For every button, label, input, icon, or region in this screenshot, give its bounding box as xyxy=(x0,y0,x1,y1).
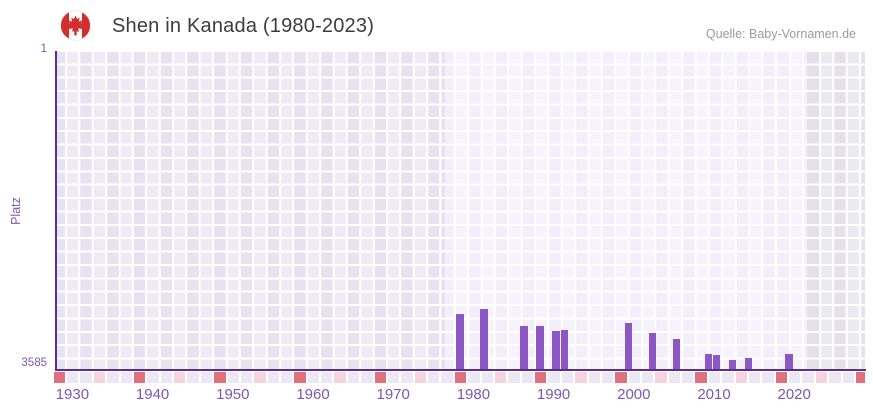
x-tick-label-1950: 1950 xyxy=(216,386,250,403)
x-tick-label-2020: 2020 xyxy=(777,386,811,403)
page-title: Shen in Kanada (1980-2023) xyxy=(112,15,375,37)
strip-cell xyxy=(67,372,79,383)
strip-cell xyxy=(107,372,119,383)
strip-cell xyxy=(80,372,92,383)
bar-1980[interactable] xyxy=(456,313,464,369)
decade-marker-cell xyxy=(454,372,467,383)
strip-cell xyxy=(588,372,600,383)
source-credit: Quelle: Baby-Vornamen.de xyxy=(705,27,856,41)
strip-cell xyxy=(387,372,400,383)
decade-marker-cell xyxy=(615,372,627,383)
decade-marker-cell xyxy=(695,372,707,383)
strip-cell xyxy=(468,372,480,383)
decade-marker-cell xyxy=(855,372,865,383)
strip-cell xyxy=(789,372,801,383)
half-decade-marker-cell xyxy=(735,372,747,383)
strip-cell xyxy=(628,372,640,383)
decade-marker-cell xyxy=(374,372,386,383)
half-decade-marker-cell xyxy=(815,372,828,383)
strip-cell xyxy=(200,372,213,383)
strip-cell xyxy=(120,372,132,383)
y-axis-line xyxy=(55,51,57,371)
decade-marker-cell xyxy=(54,372,66,383)
bar-2012[interactable] xyxy=(712,355,721,369)
strip-cell xyxy=(321,372,333,383)
strip-cell xyxy=(307,372,320,383)
strip-cell xyxy=(601,372,614,383)
strip-cell xyxy=(347,372,360,383)
plot-zone-future xyxy=(807,52,865,369)
bar-2011[interactable] xyxy=(704,354,713,369)
bar-2004[interactable] xyxy=(648,332,657,369)
half-decade-marker-cell xyxy=(93,372,106,383)
strip-cell xyxy=(682,372,694,383)
strip-cell xyxy=(802,372,814,383)
half-decade-marker-cell xyxy=(414,372,427,383)
strip-cell xyxy=(441,372,453,383)
x-tick-label-1970: 1970 xyxy=(376,386,410,403)
strip-cell xyxy=(508,372,520,383)
half-decade-marker-cell xyxy=(334,372,346,383)
canada-flag-icon xyxy=(60,10,91,41)
half-decade-marker-cell xyxy=(254,372,266,383)
y-axis-top-label: 1 xyxy=(40,43,47,55)
strip-cell xyxy=(481,372,493,383)
half-decade-marker-cell xyxy=(655,372,667,383)
x-tick-label-1990: 1990 xyxy=(536,386,571,403)
strip-cell xyxy=(147,372,159,383)
bar-1983[interactable] xyxy=(480,309,488,369)
plot-area xyxy=(57,52,865,369)
decade-marker-cell xyxy=(535,372,547,383)
half-decade-marker-cell xyxy=(575,372,587,383)
bar-1993[interactable] xyxy=(560,329,568,369)
decade-marker-cell xyxy=(214,372,226,383)
strip-cell xyxy=(668,372,681,383)
strip-cell xyxy=(722,372,734,383)
half-decade-marker-cell xyxy=(494,372,507,383)
half-decade-marker-cell xyxy=(174,372,186,383)
bar-2001[interactable] xyxy=(624,322,633,369)
bar-2016[interactable] xyxy=(744,357,753,369)
bar-1992[interactable] xyxy=(552,330,560,369)
strip-cell xyxy=(227,372,239,383)
strip-cell xyxy=(187,372,199,383)
bar-1988[interactable] xyxy=(520,326,528,369)
strip-cell xyxy=(708,372,721,383)
bar-2007[interactable] xyxy=(672,339,681,369)
strip-cell xyxy=(829,372,841,383)
strip-cell xyxy=(160,372,173,383)
strip-cell xyxy=(401,372,413,383)
y-axis-bottom-label: 3585 xyxy=(21,357,47,369)
decade-heat-strip xyxy=(54,372,865,383)
x-tick-label-1940: 1940 xyxy=(135,386,170,403)
decade-marker-cell xyxy=(775,372,788,383)
x-tick-label-1960: 1960 xyxy=(296,386,330,403)
strip-cell xyxy=(548,372,560,383)
bar-1990[interactable] xyxy=(536,326,544,369)
strip-cell xyxy=(521,372,534,383)
strip-cell xyxy=(361,372,373,383)
strip-cell xyxy=(748,372,761,383)
decade-marker-cell xyxy=(133,372,146,383)
strip-cell xyxy=(240,372,253,383)
decade-marker-cell xyxy=(294,372,306,383)
bar-2014[interactable] xyxy=(728,359,737,369)
x-tick-label-1930: 1930 xyxy=(55,386,90,403)
y-axis-title: Platz xyxy=(9,197,23,225)
strip-cell xyxy=(641,372,654,383)
x-tick-label-1980: 1980 xyxy=(456,386,491,403)
x-tick-label-2000: 2000 xyxy=(617,386,651,403)
plot-zone-before-data xyxy=(57,52,445,369)
strip-cell xyxy=(280,372,293,383)
plot-zone-data-range xyxy=(445,52,807,369)
strip-cell xyxy=(842,372,854,383)
strip-cell xyxy=(762,372,774,383)
x-tick-label-2010: 2010 xyxy=(697,386,731,403)
x-axis-line xyxy=(55,369,866,371)
strip-cell xyxy=(428,372,440,383)
strip-cell xyxy=(561,372,574,383)
strip-cell xyxy=(267,372,279,383)
bar-2021[interactable] xyxy=(785,354,793,369)
